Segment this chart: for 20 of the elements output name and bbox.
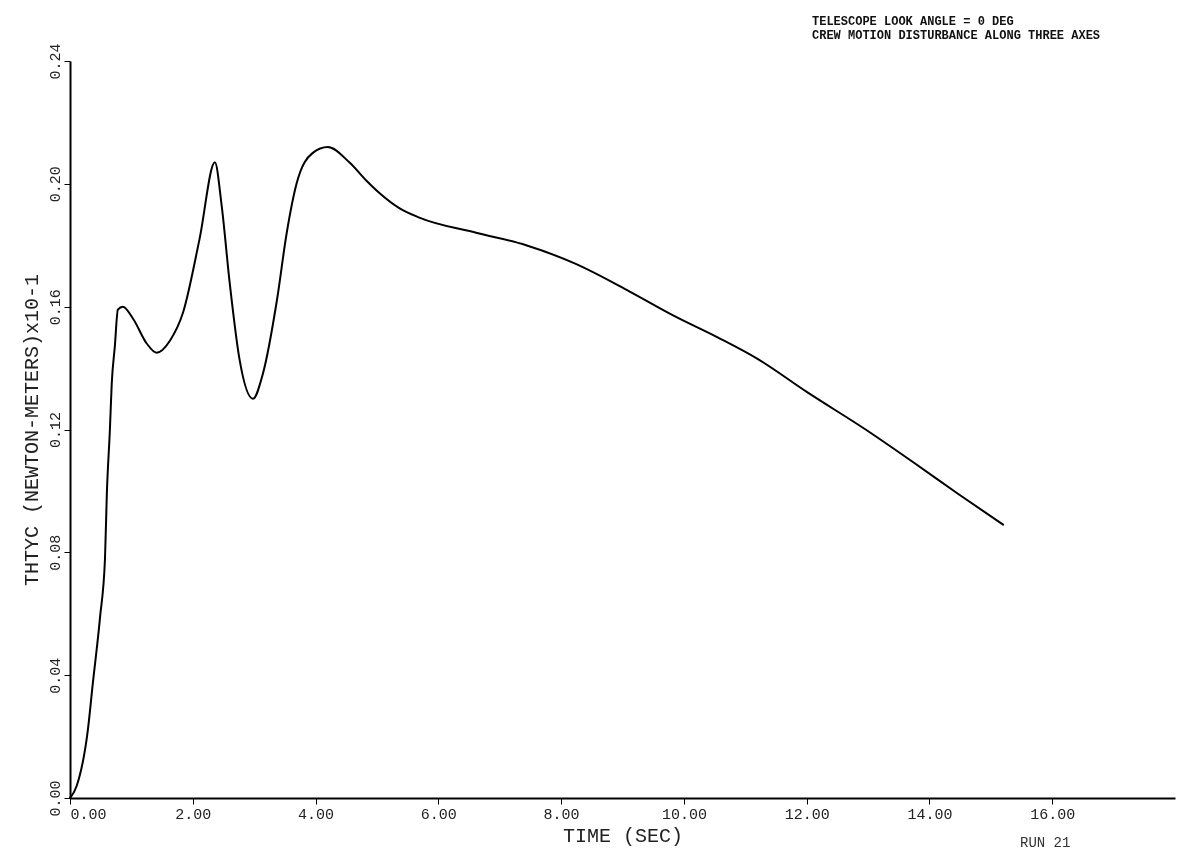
x-axis-title: TIME (SEC): [562, 824, 684, 848]
text: RUN 21: [1020, 835, 1071, 851]
x-tick-label: 12.00: [784, 806, 830, 824]
y-tick-label: 0.08: [47, 534, 65, 571]
x-tick-label: 4.00: [298, 806, 335, 824]
y-tick-label: 0.20: [47, 166, 65, 203]
x-tick-label: 8.00: [543, 806, 580, 824]
x-tick-label: 14.00: [907, 806, 953, 824]
x-tick-label: 6.00: [420, 806, 457, 824]
text: CREW MOTION DISTURBANCE ALONG THREE AXES: [812, 29, 1101, 43]
y-tick-label: 0.12: [47, 411, 65, 449]
x-tick-label: 2.00: [175, 806, 212, 824]
y-axis-title: THTYC (NEWTON-METERS)x10-1: [20, 273, 44, 587]
x-tick-label: 0.00: [70, 806, 107, 824]
text: TELESCOPE LOOK ANGLE = 0 DEG: [812, 15, 1014, 29]
x-tick-label: 10.00: [661, 806, 707, 824]
x-tick-label: 16.00: [1030, 806, 1076, 824]
y-tick-label: 0.16: [47, 289, 65, 326]
y-tick-label: 0.04: [47, 657, 65, 694]
y-tick-label: 0.24: [47, 43, 65, 80]
